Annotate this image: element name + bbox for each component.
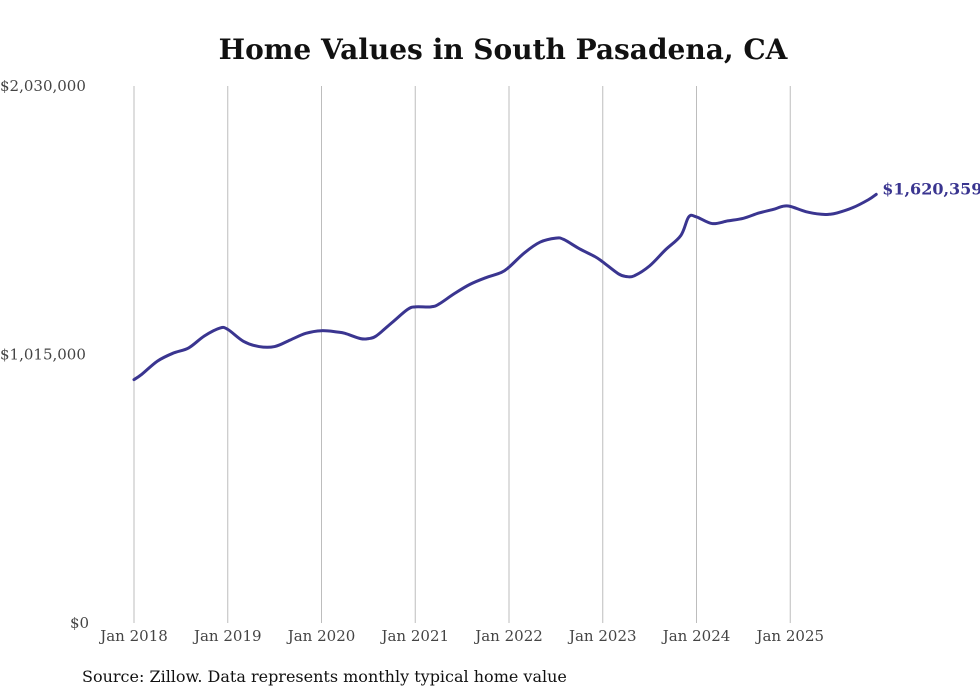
x-tick-label: Jan 2021 bbox=[379, 627, 449, 645]
y-tick-label: $2,030,000 bbox=[0, 77, 86, 95]
series-line bbox=[132, 192, 878, 382]
y-tick-label: $0 bbox=[70, 614, 89, 632]
y-tick-label: $1,015,000 bbox=[0, 346, 86, 364]
x-tick-label: Jan 2020 bbox=[286, 627, 356, 645]
series-layer: $1,620,359 bbox=[132, 179, 980, 382]
end-value-label: $1,620,359 bbox=[882, 179, 980, 198]
x-tick-label: Jan 2024 bbox=[661, 627, 731, 645]
x-tick-label: Jan 2025 bbox=[754, 627, 824, 645]
x-tick-label: Jan 2019 bbox=[192, 627, 262, 645]
x-tick-label: Jan 2022 bbox=[473, 627, 543, 645]
y-axis-ticks: $0 $1,015,000 $2,030,000 bbox=[0, 77, 89, 632]
chart-title: Home Values in South Pasadena, CA bbox=[219, 33, 789, 66]
x-tick-label: Jan 2018 bbox=[98, 627, 168, 645]
x-axis-ticks: Jan 2018 Jan 2019 Jan 2020 Jan 2021 Jan 2022… bbox=[98, 627, 824, 645]
source-note: Source: Zillow. Data represents monthly … bbox=[82, 667, 567, 686]
x-tick-label: Jan 2023 bbox=[567, 627, 637, 645]
gridlines bbox=[133, 86, 791, 623]
